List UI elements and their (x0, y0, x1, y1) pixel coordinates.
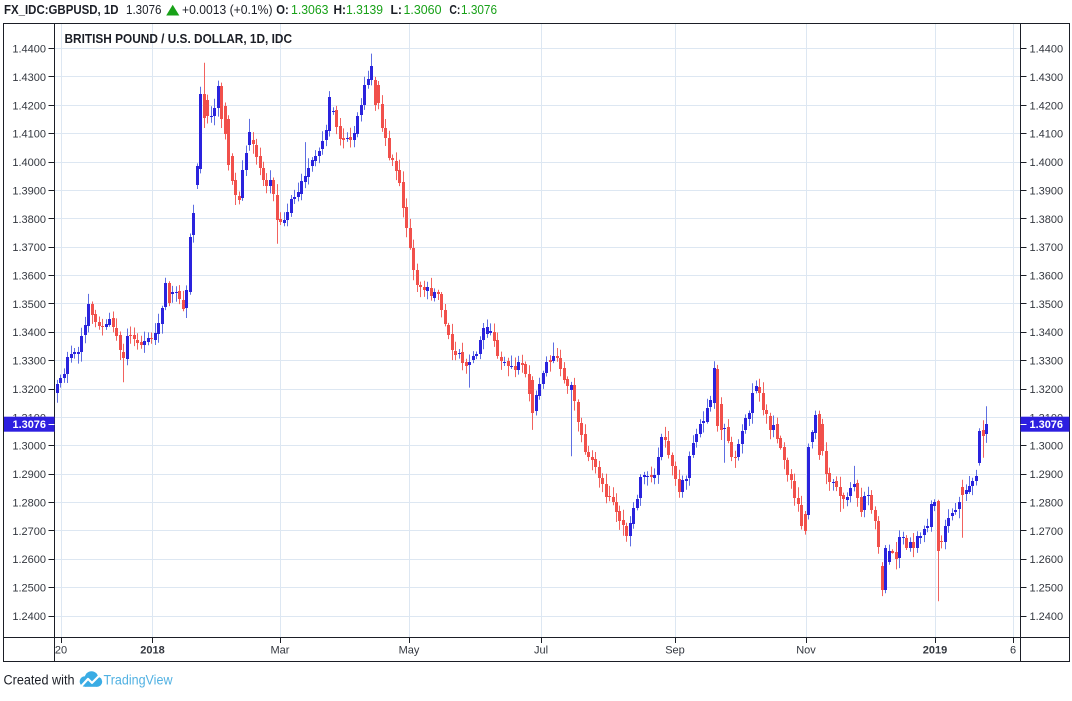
svg-text:1.3600: 1.3600 (1030, 271, 1064, 283)
svg-text:1.2600: 1.2600 (1030, 554, 1064, 566)
svg-text:FX_IDC:GBPUSD, 1D: FX_IDC:GBPUSD, 1D (4, 2, 119, 17)
svg-text:L:: L: (391, 2, 403, 17)
svg-text:1.2900: 1.2900 (1030, 469, 1064, 481)
svg-text:Sep: Sep (665, 645, 685, 657)
svg-text:1.2400: 1.2400 (1030, 611, 1064, 623)
svg-text:1.4300: 1.4300 (1030, 72, 1064, 84)
svg-text:1.3076: 1.3076 (13, 419, 47, 431)
svg-text:1.3076: 1.3076 (461, 2, 497, 17)
svg-text:1.3700: 1.3700 (1030, 242, 1064, 254)
svg-text:2019: 2019 (923, 645, 947, 657)
svg-text:1.4200: 1.4200 (1030, 100, 1064, 112)
svg-text:1.3500: 1.3500 (12, 299, 46, 311)
svg-text:1.3400: 1.3400 (12, 327, 46, 339)
svg-text:1.2500: 1.2500 (1030, 583, 1064, 595)
svg-text:1.3139: 1.3139 (346, 2, 383, 17)
svg-text:1.3300: 1.3300 (1030, 356, 1064, 368)
svg-text:1.3400: 1.3400 (1030, 327, 1064, 339)
svg-text:1.3060: 1.3060 (404, 2, 442, 17)
svg-text:1.2400: 1.2400 (12, 611, 46, 623)
svg-text:1.3000: 1.3000 (12, 441, 46, 453)
svg-text:6: 6 (1010, 645, 1016, 657)
svg-text:Mar: Mar (271, 645, 290, 657)
svg-text:1.2800: 1.2800 (12, 498, 46, 510)
svg-text:1.3800: 1.3800 (1030, 214, 1064, 226)
svg-text:H:: H: (334, 2, 347, 17)
svg-text:1.3076: 1.3076 (1030, 419, 1064, 431)
svg-text:1.3900: 1.3900 (1030, 185, 1064, 197)
svg-text:1.4000: 1.4000 (12, 157, 46, 169)
svg-text:1.3063: 1.3063 (291, 2, 329, 17)
svg-text:1.4100: 1.4100 (1030, 129, 1064, 141)
svg-text:1.3200: 1.3200 (12, 384, 46, 396)
svg-text:C:: C: (449, 2, 460, 17)
svg-text:2018: 2018 (140, 645, 164, 657)
svg-text:1.4400: 1.4400 (12, 44, 46, 56)
svg-text:1.2800: 1.2800 (1030, 498, 1064, 510)
svg-text:1.2900: 1.2900 (12, 469, 46, 481)
svg-text:May: May (399, 645, 420, 657)
svg-text:1.4100: 1.4100 (12, 129, 46, 141)
svg-text:1.2700: 1.2700 (1030, 526, 1064, 538)
svg-text:1.3076: 1.3076 (126, 2, 162, 17)
svg-text:Jul: Jul (534, 645, 548, 657)
svg-text:1.4200: 1.4200 (12, 100, 46, 112)
svg-text:1.4300: 1.4300 (12, 72, 46, 84)
svg-text:1.3800: 1.3800 (12, 214, 46, 226)
svg-text:Created with: Created with (4, 673, 75, 688)
svg-text:1.3200: 1.3200 (1030, 384, 1064, 396)
svg-text:1.3500: 1.3500 (1030, 299, 1064, 311)
svg-text:1.2600: 1.2600 (12, 554, 46, 566)
svg-text:1.3700: 1.3700 (12, 242, 46, 254)
svg-text:1.3900: 1.3900 (12, 185, 46, 197)
svg-text:TradingView: TradingView (104, 673, 173, 688)
svg-text:20: 20 (55, 645, 67, 657)
svg-text:1.3000: 1.3000 (1030, 441, 1064, 453)
svg-text:O:: O: (276, 2, 289, 17)
svg-text:1.3300: 1.3300 (12, 356, 46, 368)
svg-text:BRITISH POUND / U.S. DOLLAR, 1: BRITISH POUND / U.S. DOLLAR, 1D, IDC (65, 31, 293, 46)
svg-text:1.2700: 1.2700 (12, 526, 46, 538)
svg-text:1.4000: 1.4000 (1030, 157, 1064, 169)
svg-text:Nov: Nov (796, 645, 816, 657)
svg-text:1.4400: 1.4400 (1030, 44, 1064, 56)
svg-text:1.3600: 1.3600 (12, 271, 46, 283)
svg-text:+0.0013 (+0.1%): +0.0013 (+0.1%) (182, 2, 273, 17)
svg-text:1.2500: 1.2500 (12, 583, 46, 595)
